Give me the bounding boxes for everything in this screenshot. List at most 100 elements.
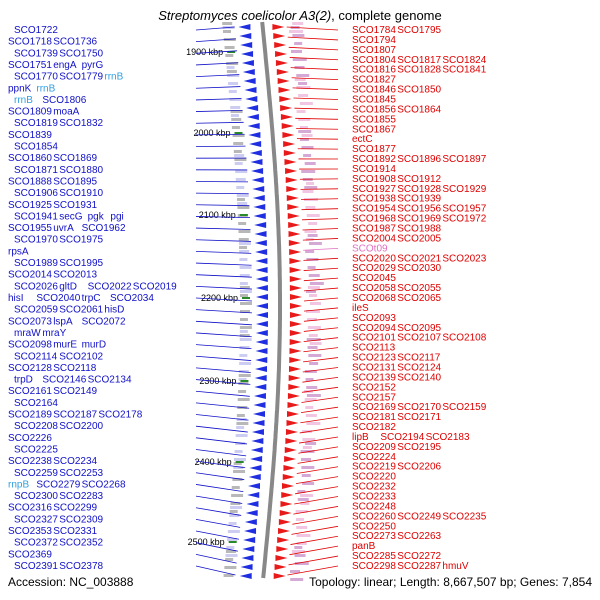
- leader-line: [195, 530, 240, 540]
- feature-block-left: [238, 378, 247, 381]
- gene-arrow-right: [279, 510, 292, 516]
- feature-block-right: [295, 510, 308, 513]
- gene-label: SCO2023: [442, 253, 486, 264]
- leader-line: [293, 97, 339, 100]
- gene-label: SCO1828: [397, 65, 441, 76]
- gene-label: SCO2149: [53, 386, 97, 397]
- gene-label: SCO1841: [442, 65, 486, 76]
- gene-label: SCO2029: [352, 263, 396, 274]
- gene-label: mraY: [42, 328, 66, 339]
- feature-block-right: [296, 74, 310, 77]
- feature-block-right: [305, 290, 316, 293]
- gene-arrow-right: [273, 573, 286, 579]
- gene-label: SCO2161: [8, 386, 52, 397]
- gene-label: SCO1722: [14, 25, 58, 36]
- gene-label: SCO2098: [8, 340, 52, 351]
- feature-block-left: [236, 194, 249, 197]
- gene-label: SCO1839: [8, 130, 52, 141]
- leader-line: [195, 437, 248, 445]
- gene-label: SCO1854: [14, 142, 58, 153]
- gene-arrow-right: [286, 186, 299, 192]
- gene-label: SCO1956: [397, 204, 441, 215]
- feature-block-left: [239, 334, 250, 337]
- gene-label: rnpB: [8, 479, 29, 490]
- gene-label: hisI: [8, 293, 24, 304]
- leader-line: [301, 386, 339, 393]
- leader-line: [287, 565, 339, 576]
- feature-block-right: [308, 294, 317, 297]
- gene-label: SCO1895: [53, 176, 97, 187]
- leader-line: [195, 309, 253, 314]
- map-title: Streptomyces coelicolor A3(2), complete …: [0, 8, 600, 23]
- gene-label: SCO2234: [53, 456, 97, 467]
- leader-line: [303, 257, 339, 261]
- gene-arrow-left: [245, 510, 258, 516]
- feature-block-left: [225, 54, 234, 57]
- gene-label: SCO2369: [8, 549, 52, 560]
- feature-block-right: [307, 234, 318, 237]
- gene-arrow-left: [239, 573, 252, 579]
- gene-arrow-left: [242, 69, 255, 75]
- feature-block-right: [302, 446, 312, 449]
- gene-label: SCO1989: [14, 258, 58, 269]
- feature-block-right: [306, 318, 317, 321]
- feature-block-left: [237, 398, 250, 401]
- feature-block-right: [301, 466, 315, 469]
- gene-label: rrnB: [14, 95, 33, 106]
- leader-line: [301, 198, 339, 200]
- feature-block-right: [309, 302, 321, 305]
- feature-block-right: [300, 458, 311, 461]
- gene-arrow-right: [288, 375, 301, 381]
- gene-label: SCO1819: [14, 118, 58, 129]
- gene-label: SCO2273: [352, 531, 396, 542]
- gene-label: SCO1736: [53, 37, 97, 48]
- gene-arrow-left: [255, 312, 268, 318]
- feature-block-left: [225, 558, 234, 561]
- feature-block-left: [227, 74, 240, 77]
- gene-label: SCO2300: [14, 491, 58, 502]
- leader-line: [303, 297, 339, 302]
- gene-label: SCO1970: [14, 235, 58, 246]
- feature-block-left: [239, 310, 250, 313]
- gene-label: SCO1988: [397, 224, 441, 235]
- leader-line: [303, 347, 339, 353]
- gene-label: SCO1941: [14, 211, 58, 222]
- leader-line: [303, 277, 339, 282]
- feature-block-left: [238, 390, 247, 393]
- gene-label: SCO2194: [380, 432, 424, 443]
- gene-label: SCO2040: [36, 293, 80, 304]
- gene-arrow-left: [255, 276, 268, 282]
- feature-block-left: [231, 118, 242, 121]
- gene-arrow-right: [274, 42, 287, 48]
- gene-arrow-left: [246, 105, 259, 111]
- gene-label: SCO2131: [352, 362, 396, 373]
- gene-label: SCO2146: [42, 375, 86, 386]
- feature-block-left: [236, 186, 245, 189]
- gene-label: SCO2268: [82, 479, 126, 490]
- leader-line: [289, 57, 339, 61]
- gene-arrow-left: [255, 303, 268, 309]
- gene-label: SCO2124: [397, 362, 441, 373]
- gene-label: SCO1804: [352, 55, 396, 66]
- gene-arrow-right: [283, 150, 296, 156]
- leader-line: [195, 38, 236, 43]
- gene-label: SCO2022: [88, 281, 132, 292]
- title-suffix: , complete genome: [331, 8, 442, 23]
- gene-label: SCO2327: [14, 514, 58, 525]
- gene-label: pgi: [110, 211, 123, 222]
- gene-label: SCO2107: [397, 333, 441, 344]
- gene-label: murE: [53, 340, 77, 351]
- gene-arrow-right: [281, 492, 294, 498]
- leader-line: [195, 192, 249, 195]
- gene-label: SCO2195: [397, 442, 441, 453]
- feature-block-left: [227, 538, 238, 541]
- gene-arrow-left: [249, 465, 262, 471]
- leader-line: [195, 74, 240, 78]
- gene-arrow-left: [250, 447, 263, 453]
- feature-block-left: [228, 82, 239, 85]
- feature-block-left: [234, 450, 243, 453]
- gene-arrow-left: [251, 177, 264, 183]
- leader-line: [303, 317, 339, 322]
